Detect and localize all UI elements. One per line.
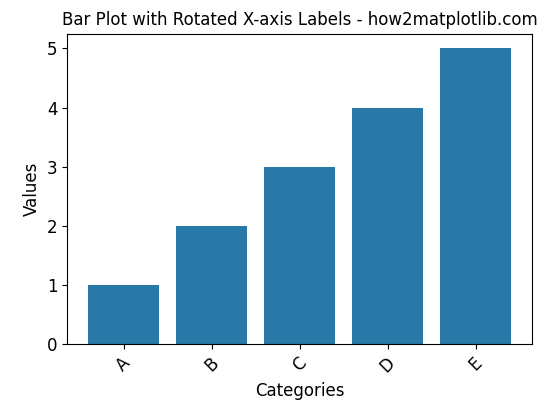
Bar [441, 48, 511, 344]
Y-axis label: Values: Values [24, 162, 41, 216]
X-axis label: Categories: Categories [255, 381, 344, 399]
Bar [352, 108, 423, 344]
Bar [176, 226, 247, 344]
Bar [264, 167, 335, 344]
Bar [88, 285, 158, 344]
Title: Bar Plot with Rotated X-axis Labels - how2matplotlib.com: Bar Plot with Rotated X-axis Labels - ho… [62, 11, 538, 29]
